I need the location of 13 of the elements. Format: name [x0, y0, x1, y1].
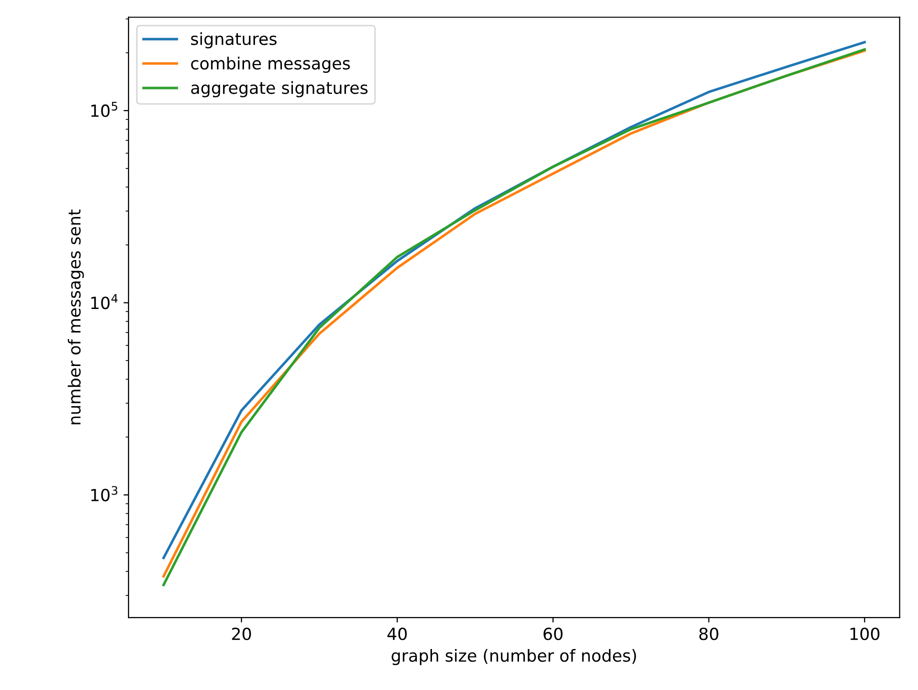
y-tick-label: 10$^{3}$ — [91, 486, 118, 502]
x-tick-label: 60 — [544, 628, 563, 640]
x-tick-label: 100 — [850, 628, 880, 640]
legend-label: combine messages — [191, 56, 350, 73]
y-tick-label: 10$^{4}$ — [91, 294, 118, 310]
y-axis-title: number of messages sent — [68, 209, 84, 424]
x-tick-label: 40 — [387, 628, 407, 640]
legend-label: signatures — [191, 32, 277, 48]
y-tick-label: 10$^{5}$ — [91, 102, 118, 118]
x-tick-label: 80 — [699, 628, 718, 640]
x-axis-title: graph size (number of nodes) — [392, 648, 636, 666]
x-tick-label: 20 — [232, 628, 251, 640]
legend-label: aggregate signatures — [191, 81, 368, 98]
